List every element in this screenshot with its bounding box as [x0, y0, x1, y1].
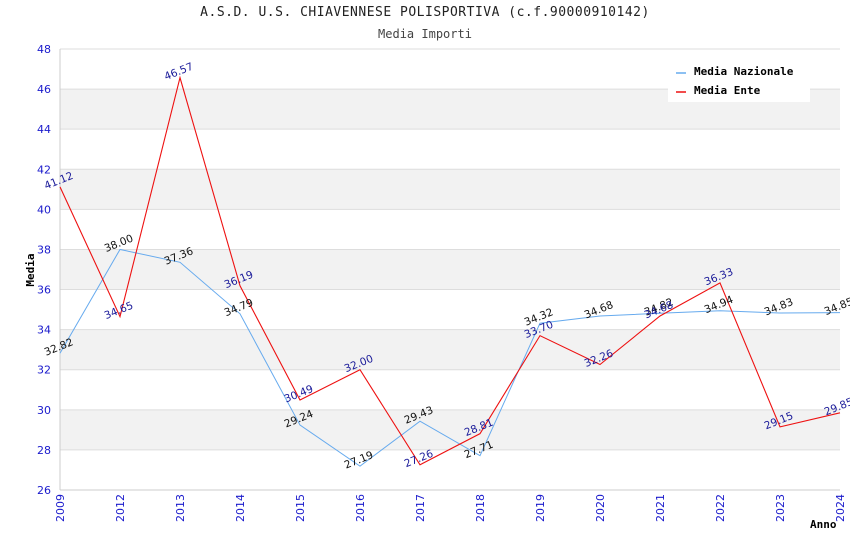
- grid-band: [60, 169, 840, 210]
- axes: [59, 49, 840, 491]
- x-tick-label: 2021: [654, 494, 667, 522]
- x-tick-label: 2023: [774, 494, 787, 522]
- legend-label-ente: Media Ente: [694, 84, 761, 97]
- y-tick-label: 34: [37, 324, 51, 337]
- series-lines: [59, 75, 841, 467]
- data-label-nazionale: 27.19: [343, 449, 375, 471]
- x-tick-label: 2017: [414, 494, 427, 522]
- data-label-nazionale: 34.68: [583, 299, 615, 321]
- data-label-ente: 30.49: [283, 383, 315, 405]
- data-label-ente: 34.65: [103, 300, 135, 322]
- data-label-nazionale: 34.94: [703, 294, 736, 317]
- data-label-nazionale: 34.85: [823, 296, 850, 318]
- data-label-nazionale: 34.83: [763, 296, 795, 318]
- y-tick-labels: 26 28 30 32 34 36 38 40 42 44 46 48: [37, 43, 51, 497]
- data-label-ente: 46.57: [163, 61, 195, 83]
- legend: Media Nazionale Media Ente: [668, 58, 810, 102]
- y-tick-label: 38: [37, 243, 51, 256]
- chart-subtitle: Media Importi: [378, 27, 472, 41]
- x-tick-label: 2024: [834, 494, 847, 522]
- grid-band: [60, 329, 840, 370]
- y-axis-label: Media: [24, 253, 37, 286]
- chart-title: A.S.D. U.S. CHIAVENNESE POLISPORTIVA (c.…: [200, 5, 650, 20]
- series-line-nazionale: [59, 248, 841, 467]
- y-tick-label: 26: [37, 484, 51, 497]
- y-tick-label: 36: [37, 284, 51, 297]
- y-tick-label: 44: [37, 123, 51, 136]
- grid-band: [60, 249, 840, 290]
- x-tick-label: 2019: [534, 494, 547, 522]
- y-tick-label: 30: [37, 404, 51, 417]
- legend-box: [668, 58, 810, 102]
- x-tick-label: 2020: [594, 494, 607, 522]
- grid-lines: [60, 48, 840, 491]
- x-axis-label: Anno: [810, 518, 837, 531]
- x-tick-label: 2013: [174, 494, 187, 522]
- x-tick-labels: 2009 2012 2013 2014 2015 2016 2017 2018 2019 2020…: [54, 494, 847, 522]
- x-tick-label: 2018: [474, 494, 487, 522]
- grid-band: [60, 409, 840, 450]
- x-tick-label: 2022: [714, 494, 727, 522]
- x-tick-label: 2009: [54, 494, 67, 522]
- x-tick-label: 2012: [114, 494, 127, 522]
- y-tick-label: 28: [37, 444, 51, 457]
- x-tick-label: 2016: [354, 494, 367, 522]
- x-tick-label: 2015: [294, 494, 307, 522]
- y-tick-label: 40: [37, 203, 51, 216]
- series-line-ente: [59, 75, 841, 466]
- y-tick-label: 32: [37, 364, 51, 377]
- y-tick-label: 48: [37, 43, 51, 56]
- legend-label-nazionale: Media Nazionale: [694, 65, 794, 78]
- data-label-ente: 27.26: [403, 448, 436, 471]
- x-tick-label: 2014: [234, 494, 247, 522]
- y-tick-label: 46: [37, 83, 51, 96]
- y-tick-label: 42: [37, 163, 51, 176]
- data-label-nazionale: 34.79: [223, 297, 255, 319]
